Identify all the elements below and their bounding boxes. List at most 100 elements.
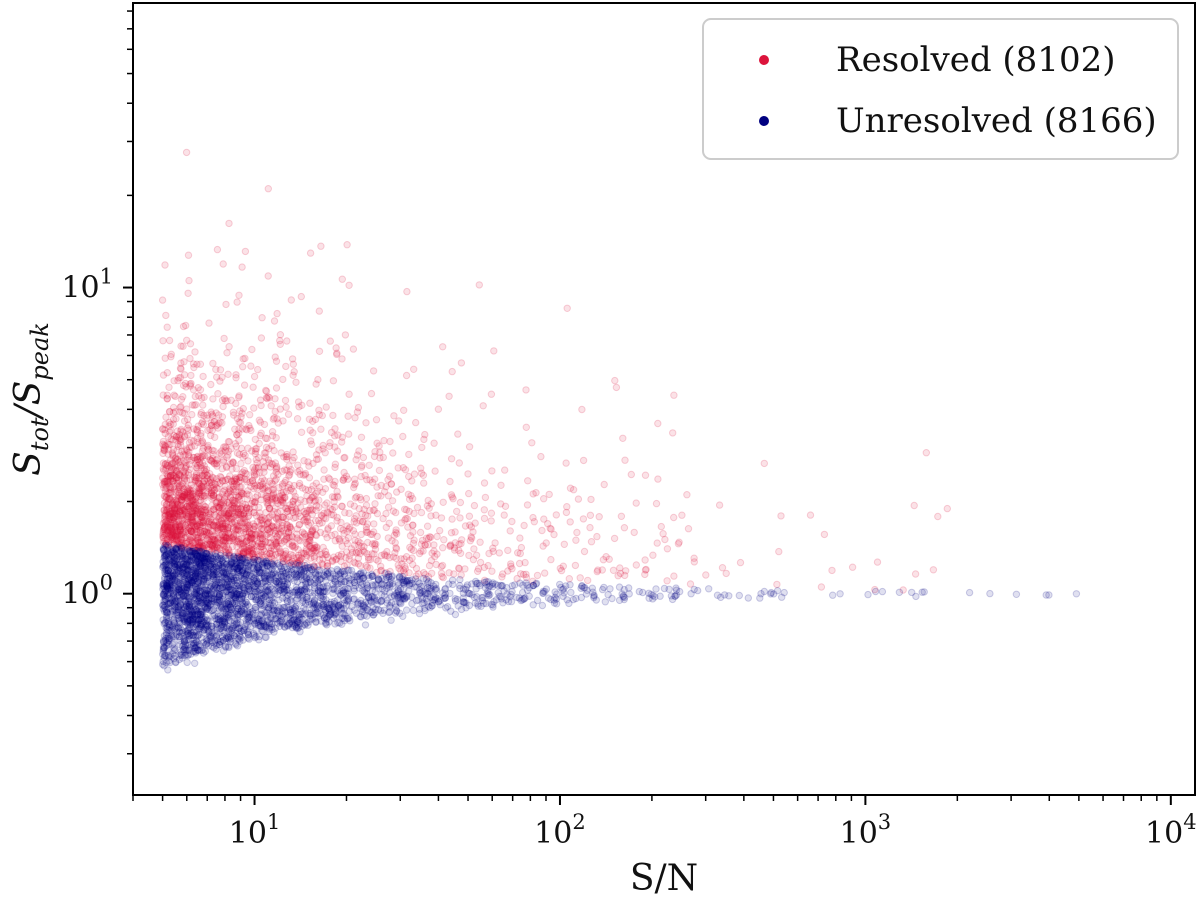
scatter-point bbox=[331, 460, 340, 468]
scatter-point bbox=[285, 470, 294, 479]
scatter-point bbox=[215, 493, 224, 501]
scatter-point bbox=[220, 395, 229, 403]
scatter-point bbox=[218, 413, 227, 421]
scatter-point bbox=[192, 507, 200, 515]
scatter-point bbox=[272, 515, 281, 523]
scatter-point bbox=[292, 559, 301, 567]
scatter-point bbox=[261, 434, 270, 442]
scatter-point bbox=[690, 554, 698, 562]
scatter-point bbox=[204, 536, 212, 544]
scatter-point bbox=[279, 519, 287, 527]
scatter-point bbox=[675, 538, 683, 546]
scatter-point bbox=[383, 596, 391, 604]
scatter-point bbox=[217, 473, 225, 482]
scatter-point bbox=[166, 531, 174, 539]
scatter-point bbox=[223, 511, 232, 520]
scatter-point bbox=[672, 584, 680, 592]
scatter-point bbox=[186, 382, 195, 390]
scatter-point bbox=[272, 542, 281, 550]
scatter-point bbox=[312, 380, 320, 388]
scatter-point bbox=[538, 526, 546, 535]
scatter-point bbox=[367, 389, 376, 398]
scatter-point bbox=[201, 506, 209, 515]
scatter-point bbox=[180, 371, 189, 379]
scatter-point bbox=[245, 551, 253, 559]
scatter-point bbox=[480, 563, 488, 572]
scatter-point bbox=[338, 355, 346, 363]
scatter-point bbox=[588, 584, 596, 592]
scatter-point bbox=[384, 581, 392, 590]
scatter-point bbox=[261, 538, 270, 546]
scatter-point bbox=[257, 490, 266, 499]
scatter-point bbox=[272, 539, 280, 548]
scatter-point bbox=[213, 459, 221, 467]
scatter-point bbox=[333, 447, 342, 455]
scatter-point bbox=[594, 566, 602, 574]
scatter-point bbox=[627, 470, 635, 479]
scatter-point bbox=[176, 501, 184, 510]
scatter-point bbox=[173, 500, 182, 508]
scatter-point bbox=[713, 591, 722, 599]
scatter-point bbox=[245, 544, 254, 553]
scatter-point bbox=[284, 410, 293, 418]
scatter-point bbox=[218, 477, 227, 485]
scatter-point bbox=[402, 506, 411, 514]
scatter-point bbox=[436, 601, 444, 609]
scatter-point bbox=[314, 487, 322, 495]
scatter-point bbox=[292, 378, 300, 386]
scatter-point bbox=[172, 529, 181, 537]
scatter-point bbox=[773, 587, 782, 595]
scatter-point bbox=[235, 291, 243, 299]
scatter-point bbox=[402, 514, 410, 523]
scatter-point bbox=[167, 521, 176, 529]
scatter-point bbox=[185, 610, 193, 618]
scatter-point bbox=[230, 518, 239, 526]
scatter-point bbox=[181, 379, 190, 388]
scatter-point bbox=[310, 554, 319, 562]
scatter-point bbox=[651, 593, 659, 601]
scatter-point bbox=[230, 503, 239, 511]
scatter-point bbox=[199, 459, 207, 467]
scatter-point bbox=[216, 520, 224, 528]
scatter-point bbox=[293, 530, 301, 538]
scatter-point bbox=[340, 474, 348, 482]
scatter-point bbox=[279, 513, 288, 522]
scatter-point bbox=[400, 555, 408, 563]
scatter-point bbox=[167, 518, 175, 527]
scatter-point bbox=[161, 509, 169, 518]
scatter-point bbox=[375, 466, 384, 475]
scatter-point bbox=[455, 546, 463, 555]
scatter-point bbox=[171, 645, 179, 654]
scatter-point bbox=[439, 343, 447, 351]
scatter-point bbox=[431, 467, 439, 475]
scatter-point bbox=[238, 409, 246, 417]
scatter-point bbox=[202, 506, 211, 514]
scatter-point bbox=[176, 515, 184, 524]
scatter-point bbox=[471, 519, 479, 527]
scatter-point bbox=[182, 491, 191, 499]
scatter-point bbox=[297, 292, 305, 301]
scatter-point bbox=[276, 331, 285, 339]
scatter-point bbox=[293, 525, 301, 533]
scatter-point bbox=[334, 551, 343, 560]
scatter-point bbox=[306, 536, 314, 545]
scatter-point bbox=[282, 403, 290, 411]
scatter-point bbox=[670, 572, 678, 580]
scatter-point bbox=[469, 555, 478, 564]
scatter-point bbox=[165, 495, 174, 504]
scatter-point bbox=[271, 494, 279, 503]
scatter-point bbox=[192, 505, 201, 513]
scatter-point bbox=[268, 495, 276, 503]
scatter-point bbox=[344, 412, 352, 420]
scatter-point bbox=[179, 393, 187, 401]
scatter-point bbox=[480, 514, 489, 523]
scatter-point bbox=[204, 489, 212, 497]
scatter-point bbox=[275, 552, 283, 561]
scatter-point bbox=[466, 537, 474, 545]
scatter-point bbox=[326, 337, 334, 345]
scatter-point bbox=[445, 392, 453, 400]
scatter-point bbox=[272, 475, 280, 483]
scatter-point bbox=[205, 627, 213, 635]
scatter-point bbox=[345, 390, 353, 398]
scatter-point bbox=[248, 534, 256, 542]
